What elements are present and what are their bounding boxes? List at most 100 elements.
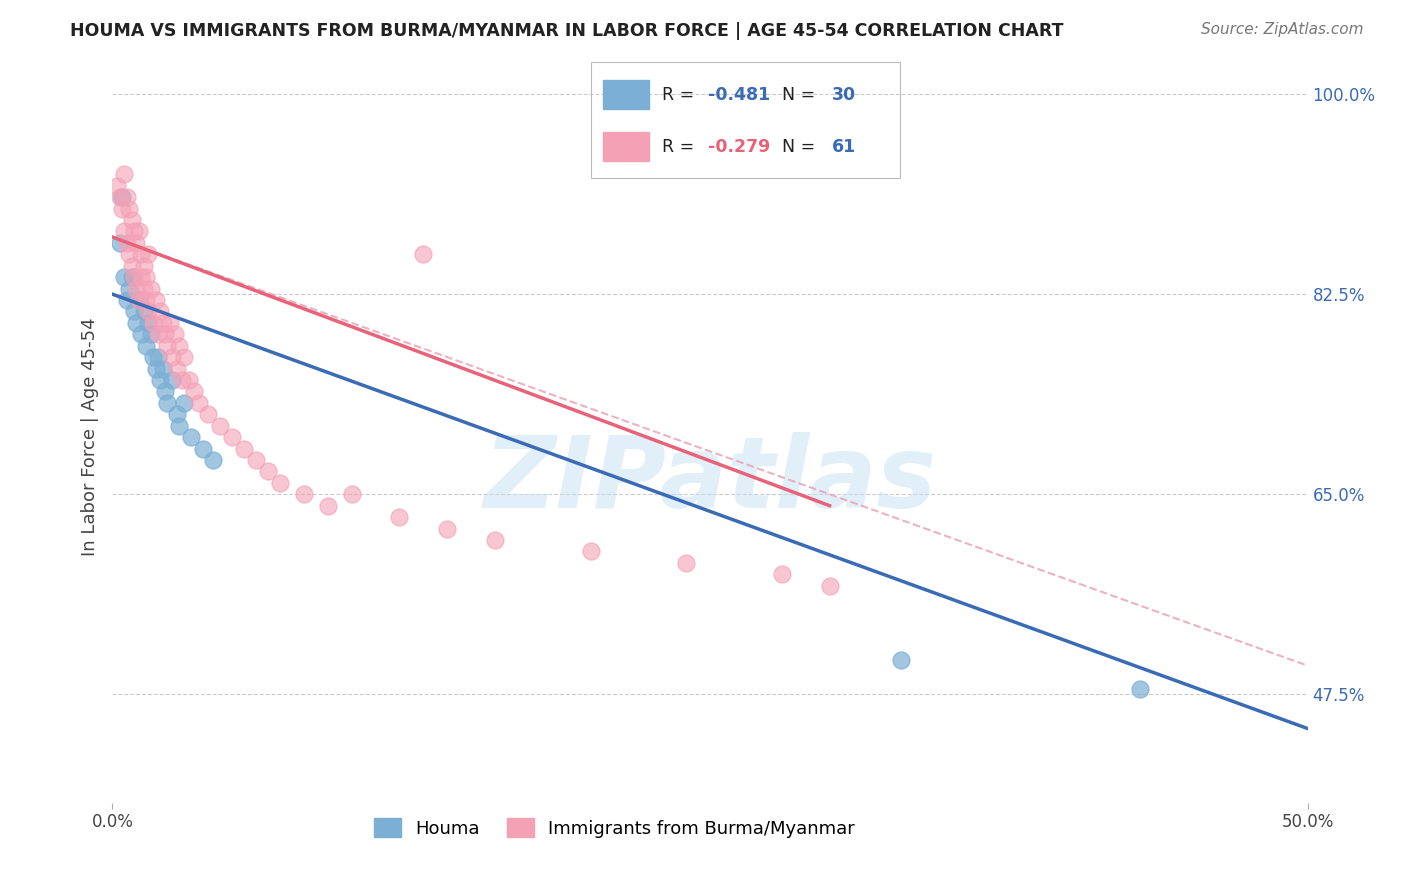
Point [890,653,912,667]
Point [257,464,280,478]
Point [180,430,202,444]
Point [201,453,224,467]
Point [135,270,157,285]
Point [129,327,152,342]
Point [132,281,155,295]
Text: 61: 61 [832,138,856,156]
Point [118,247,141,261]
Point [675,556,697,570]
Point [166,407,188,421]
Point [146,350,169,364]
Point [139,281,162,295]
Point [152,361,174,376]
Point [114,167,135,181]
Point [121,270,143,285]
Point [128,293,150,307]
Point [183,384,205,399]
Point [139,327,162,342]
Point [105,178,128,193]
Point [132,304,155,318]
Bar [603,132,650,161]
Point [149,373,172,387]
Point [132,259,155,273]
Point [153,327,176,342]
Point [156,396,179,410]
Text: 30: 30 [832,86,856,103]
Text: R =: R = [662,138,699,156]
Point [163,327,186,342]
Point [170,373,193,387]
Point [818,579,841,593]
Point [156,339,179,353]
Point [209,418,232,433]
Point [125,316,148,330]
Text: ZIPatlas: ZIPatlas [484,433,936,530]
Point [111,190,134,204]
Point [122,304,145,318]
Point [138,247,160,261]
Point [121,213,143,227]
Legend: Houma, Immigrants from Burma/Myanmar: Houma, Immigrants from Burma/Myanmar [367,811,862,845]
Point [292,487,315,501]
Point [412,247,434,261]
Text: HOUMA VS IMMIGRANTS FROM BURMA/MYANMAR IN LABOR FORCE | AGE 45-54 CORRELATION CH: HOUMA VS IMMIGRANTS FROM BURMA/MYANMAR I… [70,22,1064,40]
Point [177,373,200,387]
Point [142,350,165,364]
Point [169,339,191,353]
Point [115,293,138,307]
Point [122,224,145,238]
Point [138,304,160,318]
Point [128,224,150,238]
Point [115,235,138,250]
Point [108,190,131,204]
Point [125,235,148,250]
Point [118,281,141,295]
Point [187,396,209,410]
Point [114,270,135,285]
Point [149,304,172,318]
Point [145,361,167,376]
Point [118,202,141,216]
Point [166,361,188,376]
Text: -0.481: -0.481 [709,86,770,103]
Point [142,316,165,330]
Point [197,407,219,421]
Text: -0.279: -0.279 [709,138,770,156]
Text: R =: R = [662,86,699,103]
Point [129,270,152,285]
Point [128,293,150,307]
Point [138,316,160,330]
Point [193,442,215,456]
Point [579,544,602,558]
Point [316,499,339,513]
Point [129,247,152,261]
Point [111,202,134,216]
Point [388,510,411,524]
Point [436,521,458,535]
Point [162,350,183,364]
Point [173,396,195,410]
Point [153,384,176,399]
Point [162,373,183,387]
Point [169,418,191,433]
Point [115,190,138,204]
Point [173,350,195,364]
Point [233,442,256,456]
Point [135,339,157,353]
Point [152,316,174,330]
Point [125,281,148,295]
Point [340,487,363,501]
Point [108,235,131,250]
Point [114,224,135,238]
Point [146,327,169,342]
Point [122,270,145,285]
Point [221,430,243,444]
Y-axis label: In Labor Force | Age 45-54: In Labor Force | Age 45-54 [80,318,98,557]
Point [1129,681,1152,696]
Point [121,259,143,273]
Point [770,567,793,582]
Text: N =: N = [782,86,821,103]
Point [145,293,167,307]
Bar [603,79,650,109]
Point [159,316,181,330]
